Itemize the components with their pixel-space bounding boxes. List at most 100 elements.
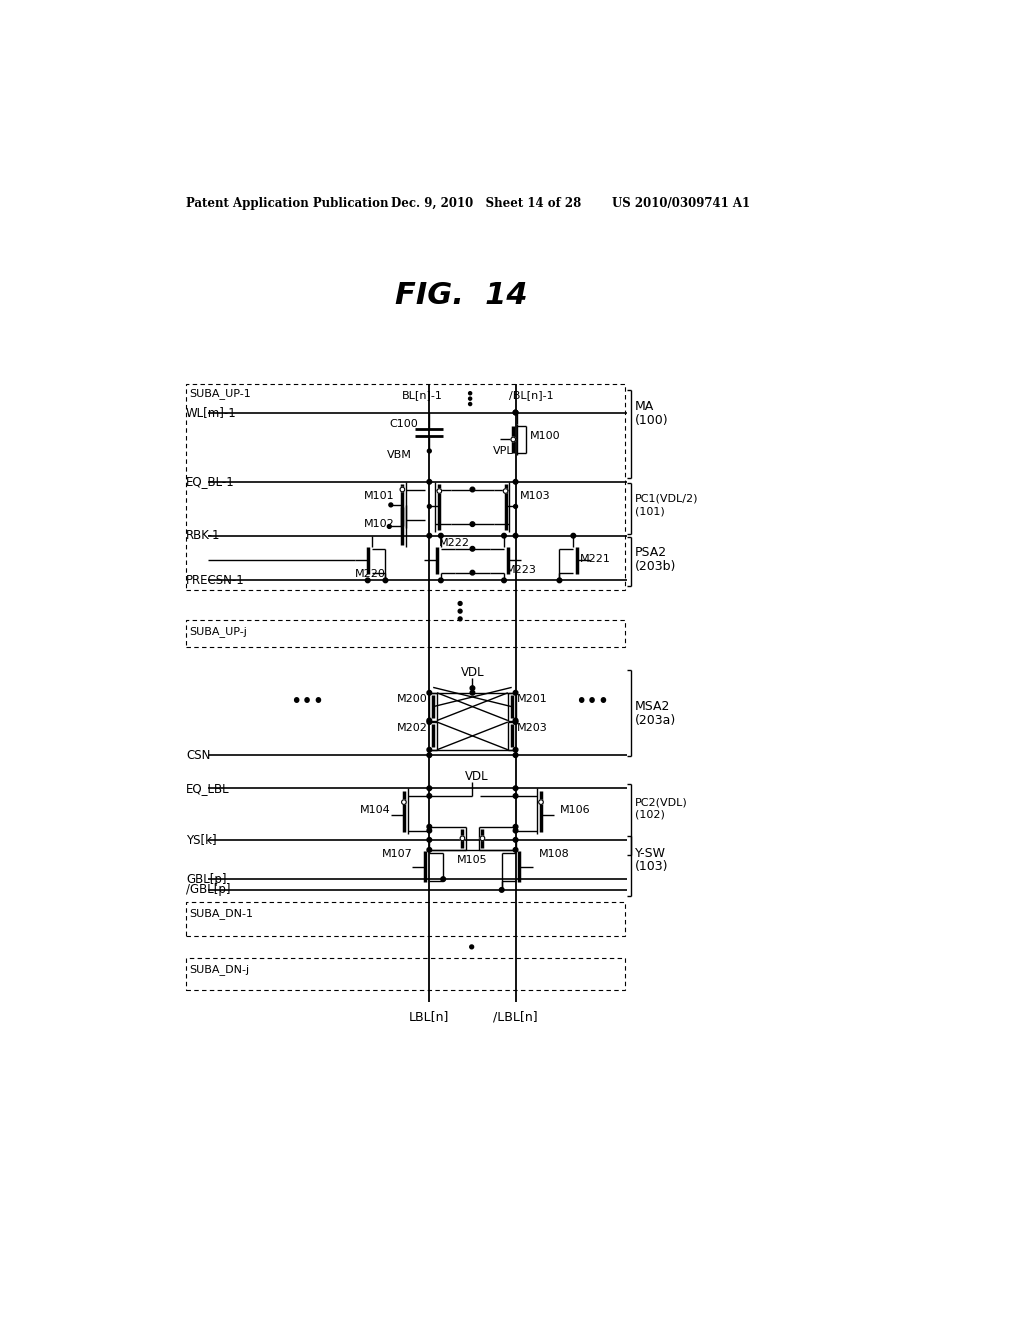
Circle shape <box>513 411 518 414</box>
Text: M223: M223 <box>506 565 537 576</box>
Text: (203b): (203b) <box>635 560 676 573</box>
Circle shape <box>387 524 391 528</box>
Text: (100): (100) <box>635 413 669 426</box>
Text: M105: M105 <box>457 855 487 865</box>
Circle shape <box>513 718 518 723</box>
Text: M102: M102 <box>364 519 394 529</box>
Text: (203a): (203a) <box>635 714 676 727</box>
Text: SUBA_DN-j: SUBA_DN-j <box>189 964 249 974</box>
Circle shape <box>511 437 515 442</box>
Circle shape <box>557 578 562 582</box>
Circle shape <box>480 836 484 841</box>
Circle shape <box>470 487 475 492</box>
Text: SUBA_UP-1: SUBA_UP-1 <box>189 388 251 399</box>
Circle shape <box>441 876 445 882</box>
Circle shape <box>458 610 462 612</box>
Text: C100: C100 <box>389 418 418 429</box>
Text: /LBL[n]: /LBL[n] <box>494 1010 538 1023</box>
Text: (103): (103) <box>635 861 669 874</box>
Circle shape <box>513 829 518 833</box>
Text: M103: M103 <box>519 491 550 500</box>
Circle shape <box>427 847 432 853</box>
Circle shape <box>513 785 518 791</box>
Text: US 2010/0309741 A1: US 2010/0309741 A1 <box>611 197 750 210</box>
Circle shape <box>513 752 518 758</box>
Circle shape <box>469 403 472 405</box>
Text: SUBA_DN-1: SUBA_DN-1 <box>189 908 253 919</box>
Circle shape <box>470 570 475 576</box>
Circle shape <box>470 945 473 949</box>
Text: EQ_BL-1: EQ_BL-1 <box>186 475 234 488</box>
Text: Patent Application Publication: Patent Application Publication <box>186 197 388 210</box>
Text: •••: ••• <box>575 692 609 710</box>
Text: WL[m]-1: WL[m]-1 <box>186 407 237 418</box>
Circle shape <box>438 533 443 539</box>
Text: MA: MA <box>635 400 654 413</box>
Text: FIG.  14: FIG. 14 <box>395 281 528 310</box>
Circle shape <box>513 838 518 842</box>
Text: Dec. 9, 2010   Sheet 14 of 28: Dec. 9, 2010 Sheet 14 of 28 <box>391 197 581 210</box>
Circle shape <box>366 578 370 582</box>
Circle shape <box>500 887 504 892</box>
Text: M108: M108 <box>539 849 569 859</box>
Circle shape <box>427 829 432 833</box>
Circle shape <box>513 411 518 414</box>
Text: VBM: VBM <box>387 450 412 459</box>
Text: BL[n]-1: BL[n]-1 <box>402 391 443 400</box>
Circle shape <box>427 718 432 723</box>
Text: (102): (102) <box>635 809 665 820</box>
Circle shape <box>400 487 404 492</box>
Circle shape <box>460 836 465 841</box>
Circle shape <box>427 479 432 484</box>
Circle shape <box>539 800 544 804</box>
Text: M203: M203 <box>517 723 548 733</box>
Circle shape <box>513 533 518 539</box>
Text: (101): (101) <box>635 506 665 516</box>
Circle shape <box>427 449 431 453</box>
Circle shape <box>427 690 432 696</box>
Text: RBK-1: RBK-1 <box>186 529 220 543</box>
Circle shape <box>427 752 432 758</box>
Circle shape <box>503 488 508 494</box>
Text: M101: M101 <box>364 491 394 500</box>
Circle shape <box>427 533 432 539</box>
Text: PC2(VDL): PC2(VDL) <box>635 797 688 807</box>
Text: EQ_LBL: EQ_LBL <box>186 781 229 795</box>
Text: M222: M222 <box>439 539 470 548</box>
Text: M202: M202 <box>397 723 428 733</box>
Circle shape <box>470 690 475 696</box>
Text: Y-SW: Y-SW <box>635 847 666 861</box>
Circle shape <box>427 825 432 829</box>
Text: M201: M201 <box>517 694 548 704</box>
Circle shape <box>571 533 575 539</box>
Circle shape <box>502 533 506 539</box>
Text: PC1(VDL/2): PC1(VDL/2) <box>635 494 698 504</box>
Text: M220: M220 <box>354 569 385 579</box>
Text: /BL[n]-1: /BL[n]-1 <box>509 391 554 400</box>
Text: M106: M106 <box>560 805 591 814</box>
Circle shape <box>427 793 432 799</box>
Circle shape <box>513 793 518 799</box>
Circle shape <box>513 479 518 484</box>
Text: GBL[p]: GBL[p] <box>186 873 226 886</box>
Circle shape <box>427 719 432 725</box>
Circle shape <box>513 690 518 696</box>
Text: VPL: VPL <box>493 446 513 455</box>
Circle shape <box>502 578 506 582</box>
Text: PSA2: PSA2 <box>635 546 667 560</box>
Circle shape <box>513 719 518 725</box>
Circle shape <box>427 785 432 791</box>
Text: M104: M104 <box>360 805 391 814</box>
Circle shape <box>438 578 443 582</box>
Text: SUBA_UP-j: SUBA_UP-j <box>189 627 247 638</box>
Text: VDL: VDL <box>465 770 488 783</box>
Text: PRECSN-1: PRECSN-1 <box>186 574 245 587</box>
Circle shape <box>458 616 462 620</box>
Text: M100: M100 <box>529 430 560 441</box>
Circle shape <box>513 747 518 752</box>
Text: MSA2: MSA2 <box>635 700 671 713</box>
Text: •••: ••• <box>291 692 325 710</box>
Circle shape <box>383 578 388 582</box>
Text: M200: M200 <box>397 694 428 704</box>
Text: VDL: VDL <box>461 667 484 680</box>
